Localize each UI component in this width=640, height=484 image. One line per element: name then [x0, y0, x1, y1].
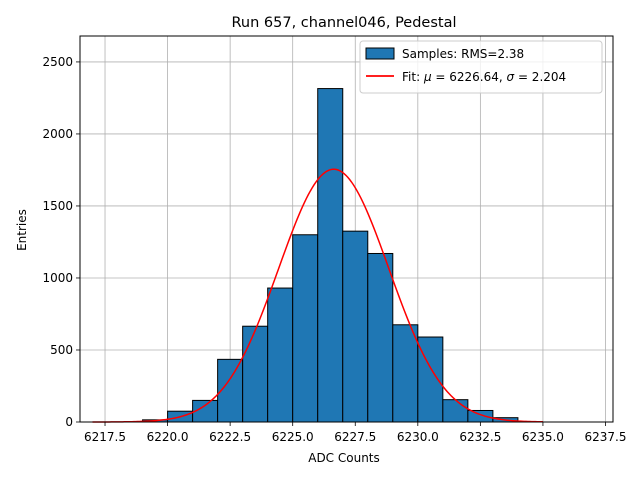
- legend-box: [359, 40, 603, 94]
- histogram-bar: [292, 234, 319, 423]
- x-tick-label: 6235.0: [522, 430, 564, 444]
- legend: Samples: RMS=2.38 Fit: μ = 6226.64, σ = …: [359, 40, 603, 94]
- x-tick-label: 6217.5: [84, 430, 126, 444]
- fit-mu-value: = 6226.64,: [432, 70, 507, 84]
- histogram-bar: [342, 230, 369, 423]
- fit-curve: [92, 168, 543, 423]
- legend-swatch-samples: [365, 47, 395, 60]
- y-axis-label: Entries: [15, 209, 29, 251]
- x-axis-ticks: 6217.5 6220.0 6222.5 6225.0 6227.5 6230.0 6232…: [84, 422, 626, 444]
- legend-label-fit: Fit: μ = 6226.64, σ = 2.204: [402, 70, 566, 84]
- x-axis-label: ADC Counts: [308, 451, 380, 465]
- histogram-bar: [317, 88, 344, 423]
- plot-frame: [79, 35, 614, 423]
- x-tick-label: 6227.5: [334, 430, 376, 444]
- x-tick-label: 6230.0: [397, 430, 439, 444]
- y-tick-label: 500: [50, 343, 73, 357]
- y-tick-label: 1000: [42, 271, 73, 285]
- x-tick-label: 6222.5: [209, 430, 251, 444]
- x-tick-label: 6237.5: [584, 430, 626, 444]
- x-tick-label: 6232.5: [459, 430, 501, 444]
- fit-label-prefix: Fit:: [402, 70, 424, 84]
- histogram-bar: [267, 287, 294, 423]
- fit-mu-symbol: μ: [423, 70, 432, 84]
- histogram-bar: [442, 399, 469, 423]
- histogram-bars: [142, 88, 519, 423]
- y-tick-label: 0: [65, 415, 73, 429]
- y-tick-label: 1500: [42, 199, 73, 213]
- histogram-bar: [467, 409, 494, 423]
- y-tick-label: 2000: [42, 127, 73, 141]
- legend-label-samples: Samples: RMS=2.38: [402, 47, 524, 61]
- fit-sigma-value: = 2.204: [514, 70, 566, 84]
- x-tick-label: 6225.0: [272, 430, 314, 444]
- histogram-bar: [242, 325, 269, 423]
- histogram-bar: [392, 324, 419, 423]
- y-axis-ticks: 0 500 1000 1500 2000 2500: [42, 55, 80, 429]
- fit-sigma-symbol: σ: [507, 70, 515, 84]
- x-tick-label: 6220.0: [147, 430, 189, 444]
- chart-title: Run 657, channel046, Pedestal: [231, 15, 456, 31]
- y-tick-label: 2500: [42, 55, 73, 69]
- histogram-bar: [367, 252, 394, 423]
